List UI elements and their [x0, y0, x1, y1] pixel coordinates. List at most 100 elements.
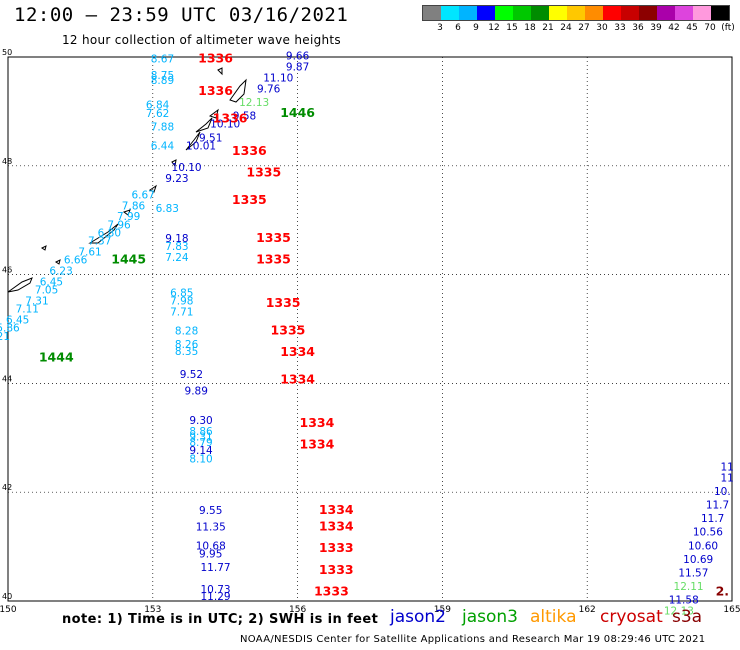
pass-time-label: 1336 [198, 83, 233, 98]
color-swatch [459, 6, 477, 20]
wave-height-value: 11.7 [701, 513, 724, 525]
wave-height-value: 9.89 [185, 385, 208, 397]
color-scale-label: 3 [437, 23, 443, 33]
pass-time-label: 1335 [246, 165, 281, 180]
wave-height-value: 11.58 [669, 595, 699, 607]
pass-time-label: 1334 [319, 502, 354, 517]
wave-height-value: 8.10 [189, 453, 212, 465]
wave-height-value: 9.87 [286, 62, 309, 74]
wave-height-value: 6.44 [151, 140, 175, 152]
wave-height-value: 9.31 [189, 432, 212, 444]
color-scale-label: 30 [596, 23, 608, 33]
color-swatch [531, 6, 549, 20]
wave-height-value: 6.23 [49, 266, 72, 278]
wave-height-value: 7.98 [170, 296, 193, 308]
wave-height-value: 10.10 [172, 162, 202, 174]
pass-time-label: 1333 [314, 584, 349, 599]
wave-height-value: 6.85 [170, 287, 193, 299]
pass-time-label: 1335 [271, 322, 306, 337]
color-swatch [585, 6, 603, 20]
y-tick-label: 44 [2, 374, 12, 383]
pass-time-label: 1446 [280, 105, 315, 120]
pass-time-label: 1333 [319, 562, 354, 577]
color-scale-label: 33 [614, 23, 626, 33]
wave-height-value: 9.14 [189, 445, 213, 457]
wave-height-value: 10.73 [201, 584, 231, 596]
wave-height-value: 9.95 [199, 548, 222, 560]
wave-height-value: 9.18 [165, 233, 188, 245]
wave-height-value: 10.68 [196, 540, 226, 552]
wave-height-value: 7.62 [146, 108, 169, 120]
pass-time-label: 1335 [256, 252, 291, 267]
wave-height-value: 10.01 [186, 140, 216, 152]
color-scale-labels: 3 6 9 12 15 18 21 24 27 30 33 36 39 42 45 70 (ft) [422, 21, 735, 35]
wave-height-value: 6.67 [131, 189, 154, 201]
wave-height-value: 8.75 [151, 70, 174, 82]
island-outline [229, 78, 247, 103]
color-scale-label: 15 [506, 23, 518, 33]
footer-note: note: 1) Time is in UTC; 2) SWH is in fe… [62, 612, 379, 627]
pass-time-label: 1335 [266, 295, 301, 310]
color-swatch [711, 6, 729, 20]
wave-height-value: 9.55 [199, 505, 222, 517]
color-scale-label: 39 [650, 23, 662, 33]
color-swatch [639, 6, 657, 20]
y-tick-label: 50 [2, 48, 12, 57]
color-scale-label: 6 [455, 23, 461, 33]
wave-height-value: 11.35 [196, 521, 226, 533]
wave-height-value: 6.45 [40, 276, 63, 288]
y-tick-label: 46 [2, 266, 12, 275]
island-outline [55, 259, 61, 265]
color-swatch [495, 6, 513, 20]
wave-height-value: 9.66 [286, 51, 310, 63]
wave-height-value: 9.76 [257, 83, 281, 95]
wave-height-value: 10.69 [683, 554, 713, 566]
x-tick-label: 156 [289, 605, 306, 615]
island-outline [217, 67, 223, 76]
color-swatch [423, 6, 441, 20]
wave-height-value: 12.13 [239, 97, 269, 109]
color-swatch [477, 6, 495, 20]
pass-time-label: 1445 [111, 252, 146, 267]
color-swatch [675, 6, 693, 20]
wave-height-color-scale: 3 6 9 12 15 18 21 24 27 30 33 36 39 42 45 70 (ft) [422, 5, 735, 35]
pass-time-label: 1444 [39, 350, 74, 365]
wave-height-value: 7.37 [88, 236, 111, 248]
pass-time-label: 1334 [300, 415, 335, 430]
island-outline [149, 184, 157, 193]
color-scale-label: 45 [686, 23, 698, 33]
map-frame [7, 56, 733, 602]
y-tick-label: 40 [2, 592, 12, 601]
wave-height-value: 7.71 [170, 306, 193, 318]
wave-height-value: 10.10 [210, 119, 240, 131]
wave-height-value: 11 [720, 461, 733, 473]
wave-height-value: 8.35 [175, 346, 198, 358]
wave-height-value: 9.52 [180, 369, 203, 381]
island-outline [88, 223, 119, 244]
color-swatch [693, 6, 711, 20]
color-swatch [657, 6, 675, 20]
footer-credit: NOAA/NESDIS Center for Satellite Applica… [240, 634, 706, 645]
wave-height-value: 8.89 [151, 75, 174, 87]
wave-height-value: 6.83 [156, 203, 179, 215]
wave-height-value: 7.83 [165, 241, 188, 253]
wave-height-value: 8.86 [189, 426, 213, 438]
wave-height-value: 10.60 [688, 540, 718, 552]
color-scale-label: 27 [578, 23, 590, 33]
color-scale-label: 18 [524, 23, 536, 33]
island-outline [208, 108, 219, 119]
x-tick-label: 150 [0, 605, 17, 615]
color-scale-label: 12 [488, 23, 500, 33]
wave-height-value: 10. [714, 486, 731, 498]
pass-time-label: 2. [716, 584, 729, 599]
y-tick-label: 42 [2, 483, 12, 492]
wave-height-value: 7.05 [35, 285, 58, 297]
pass-time-label: 1336 [213, 110, 248, 125]
legend-s3a: s3a [672, 607, 703, 627]
wave-height-value: 11.57 [678, 568, 708, 580]
wave-height-value: 6.84 [146, 100, 170, 112]
wave-height-value: 7.61 [78, 247, 101, 259]
pass-time-label: 1336 [232, 143, 267, 158]
wave-height-value: 7.99 [117, 211, 140, 223]
